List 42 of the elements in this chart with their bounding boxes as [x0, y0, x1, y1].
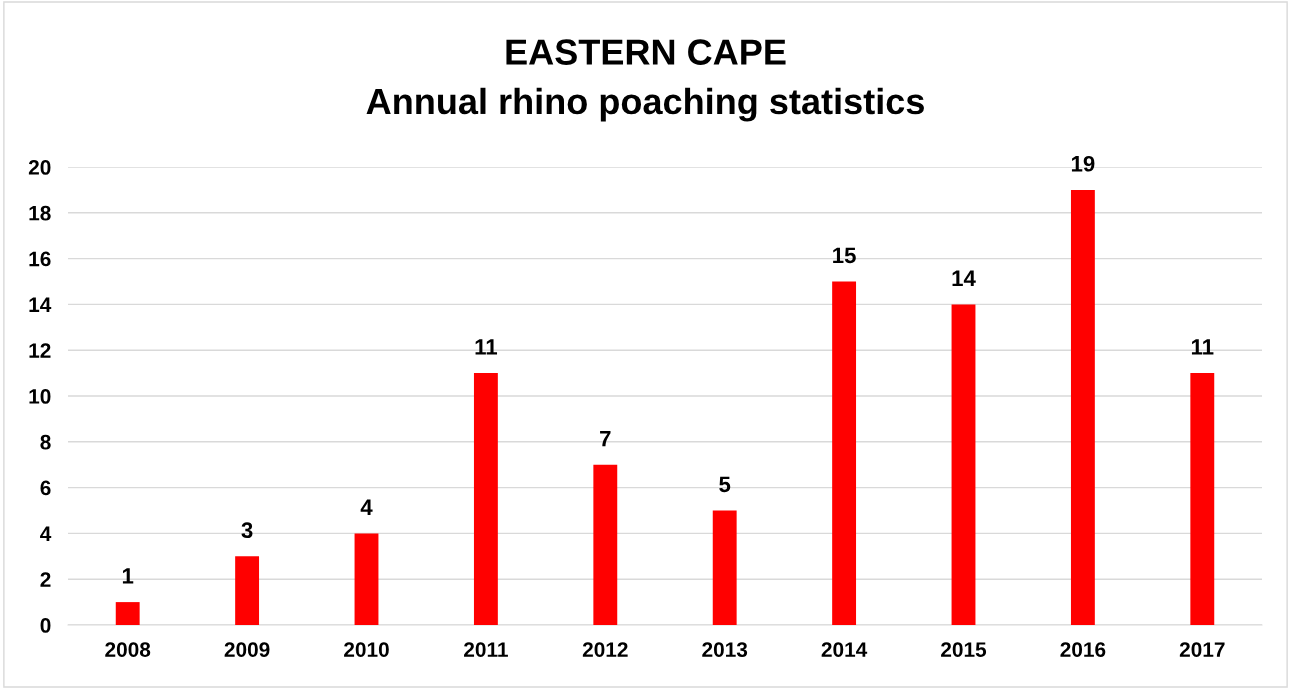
y-tick-label: 20	[28, 160, 51, 175]
y-tick-label: 14	[29, 297, 52, 312]
bar	[473, 373, 498, 625]
bar	[235, 556, 260, 625]
x-tick-label: 2010	[344, 642, 389, 657]
data-label: 5	[719, 476, 731, 493]
y-tick-label: 6	[40, 480, 51, 496]
bar	[593, 464, 618, 625]
x-tick-label: 2016	[1060, 642, 1106, 657]
bar	[354, 533, 379, 625]
y-tick-label: 2	[40, 572, 51, 587]
x-tick-label: 2013	[702, 642, 748, 657]
x-tick-label: 2017	[1179, 642, 1225, 657]
y-tick-label: 0	[40, 618, 51, 633]
y-tick-label: 16	[29, 251, 51, 267]
bar	[712, 510, 737, 625]
data-label: 1	[122, 568, 134, 584]
x-tick-label: 2008	[105, 642, 151, 657]
x-tick-label: 2015	[941, 642, 987, 657]
data-label: 19	[1071, 155, 1095, 172]
x-tick-label: 2009	[224, 642, 270, 657]
data-label: 15	[833, 247, 856, 264]
bar	[1190, 373, 1215, 625]
y-tick-label: 18	[29, 205, 51, 221]
data-label: 14	[952, 270, 976, 286]
chart-title: EASTERN CAPE Annual rhino poaching statistics	[366, 39, 924, 122]
x-tick-label: 2011	[464, 642, 508, 657]
x-tick-label: 2014	[821, 642, 868, 657]
data-label: 3	[241, 522, 253, 539]
y-tick-label: 10	[29, 389, 51, 404]
bar	[832, 281, 857, 625]
data-label: 4	[360, 499, 373, 515]
y-tick-label: 12	[29, 343, 51, 358]
data-label: 11	[475, 339, 498, 355]
y-tick-label: 8	[40, 434, 51, 450]
bar	[951, 304, 976, 625]
x-tick-label: 2012	[582, 642, 628, 657]
data-label: 11	[1191, 339, 1214, 355]
data-label: 7	[600, 430, 611, 447]
y-tick-label: 4	[40, 526, 52, 541]
bar	[1070, 189, 1095, 625]
bar	[115, 602, 140, 625]
